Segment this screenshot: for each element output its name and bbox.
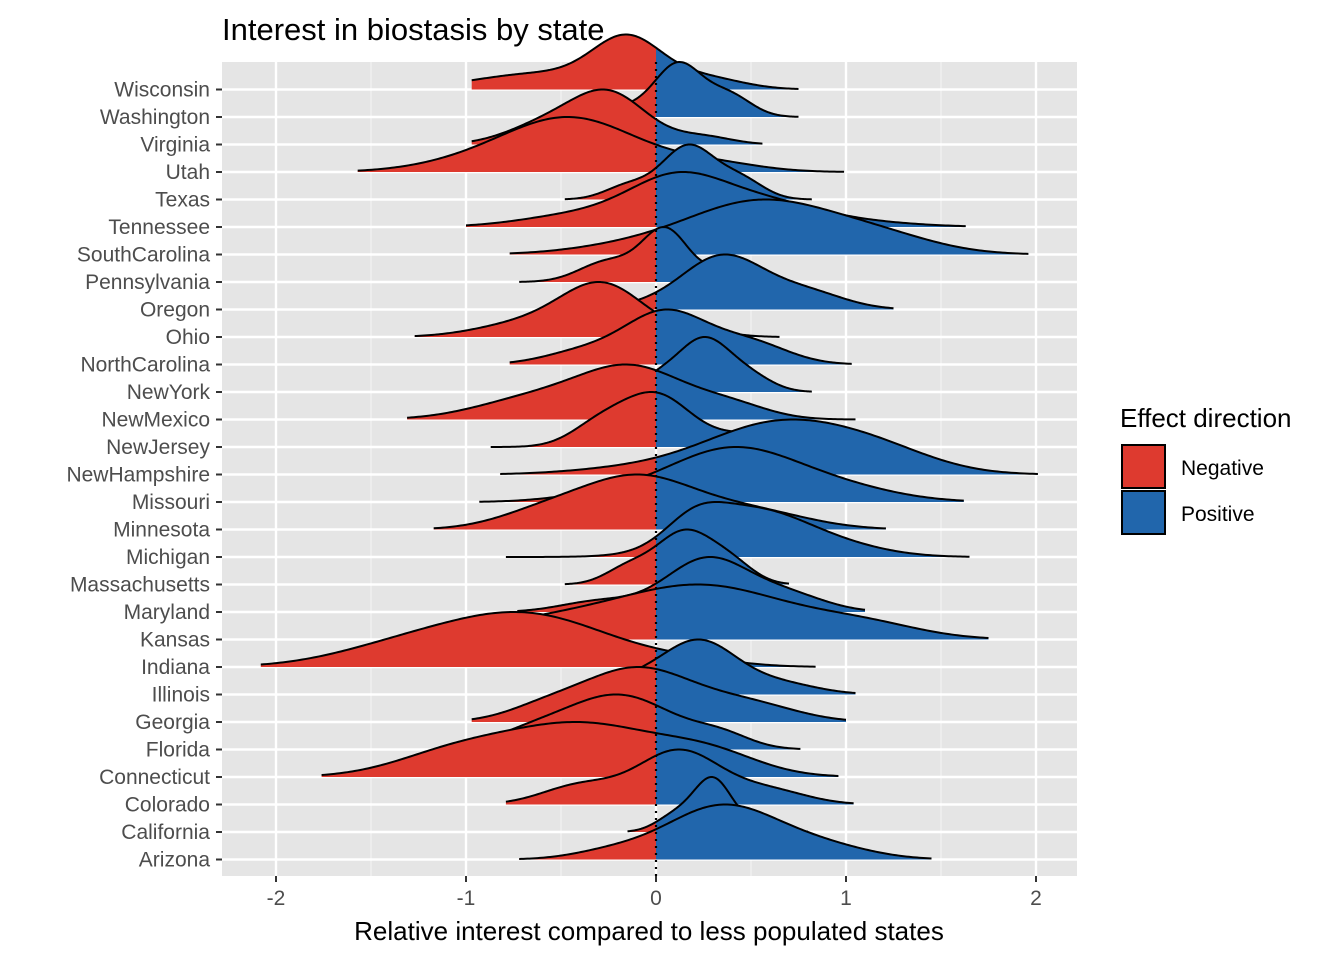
ridge-positive-fill [656, 199, 1029, 255]
ridge-positive-fill [656, 62, 799, 117]
ridge-negative-fill [414, 282, 656, 337]
ridge-outline [509, 198, 1029, 255]
y-tick-label: Utah [166, 161, 210, 184]
ridge-positive-fill [656, 668, 846, 722]
ridge-SouthCarolina [509, 198, 1029, 255]
ridge-outline [564, 528, 790, 586]
legend-key-positive [1121, 490, 1166, 535]
y-tick-label: Maryland [124, 601, 210, 624]
ridge-negative-fill [357, 117, 656, 172]
y-tick-label: Ohio [166, 326, 210, 349]
ridge-negative-fill [433, 474, 656, 530]
ridge-positive-fill [656, 584, 989, 640]
y-tick-label: Indiana [141, 656, 210, 679]
ridge-negative-fill [500, 457, 656, 475]
y-tick-label: NewJersey [106, 436, 210, 459]
ridge-outline [471, 88, 763, 145]
ridge-NewMexico [407, 363, 856, 421]
ridge-outline [517, 556, 866, 612]
y-axis: Wisconsin Washington Virginia Utah Texas Tenn… [66, 79, 222, 872]
x-tick-label: -2 [267, 887, 286, 910]
ridge-positive-fill [656, 119, 763, 145]
ridge-positive-fill [656, 639, 856, 695]
ridge-negative-fill [627, 821, 656, 832]
ridge-outline [564, 143, 812, 201]
y-tick-label: Illinois [152, 684, 210, 707]
y-tick-label: NewMexico [101, 409, 210, 432]
y-tick-label: Georgia [135, 711, 210, 734]
legend-label: Negative [1181, 457, 1264, 480]
ridge-outline [433, 473, 886, 530]
ridge-outline [407, 363, 856, 421]
legend: Effect direction Negative Positive [1120, 403, 1292, 535]
y-tick-label: Kansas [140, 629, 210, 652]
y-tick-label: Virginia [140, 134, 210, 157]
y-tick-label: Minnesota [113, 519, 210, 542]
ridge-negative-fill [321, 722, 656, 777]
ridge-positive-fill [656, 804, 932, 860]
density-ridges [260, 33, 1038, 860]
y-tick-label: Colorado [125, 794, 210, 817]
ridge-outline [505, 501, 970, 558]
ridge-positive-fill [656, 502, 970, 557]
ridge-negative-fill [519, 229, 656, 282]
x-tick-label: 2 [1030, 887, 1042, 910]
ridge-positive-fill [656, 337, 812, 392]
x-tick-label: 0 [650, 887, 662, 910]
ridge-Arizona [519, 803, 932, 860]
y-tick-label: NorthCarolina [80, 354, 210, 377]
ridge-positive-fill [656, 370, 856, 420]
ridge-negative-fill [471, 34, 656, 90]
ridge-negative-fill [564, 545, 656, 585]
legend-label: Positive [1181, 503, 1255, 526]
y-tick-label: Florida [146, 739, 211, 762]
legend-key-negative [1121, 444, 1166, 489]
y-tick-label: Wisconsin [114, 79, 210, 102]
y-tick-label: Pennsylvania [85, 271, 210, 294]
y-tick-label: Texas [155, 189, 210, 212]
ridge-negative-fill [519, 829, 656, 860]
ridge-outline [357, 116, 845, 173]
y-tick-label: Arizona [139, 849, 211, 872]
ridge-positive-fill [656, 705, 801, 750]
ridge-negative-fill [260, 612, 656, 667]
ridge-positive-fill [656, 447, 964, 502]
x-tick-label: -1 [457, 887, 476, 910]
ridge-outline [509, 308, 852, 365]
ridge-negative-fill [509, 310, 656, 365]
ridge-negative-fill [509, 229, 656, 255]
y-tick-label: Oregon [140, 299, 210, 322]
x-axis-label: Relative interest compared to less popul… [354, 916, 944, 946]
y-tick-label: Connecticut [99, 766, 210, 789]
ridge-positive-fill [656, 392, 843, 447]
ridge-outline [519, 803, 932, 860]
ridge-outline [465, 171, 966, 228]
ridge-negative-fill [466, 177, 656, 227]
y-tick-label: NewHampshire [66, 464, 210, 487]
ridge-outline [471, 33, 799, 90]
ridge-outline [471, 666, 847, 721]
y-tick-label: Missouri [132, 491, 210, 514]
ridge-outline [505, 748, 854, 805]
x-axis: -2 -1 0 1 2 [267, 876, 1042, 910]
y-tick-label: Washington [100, 106, 210, 129]
y-tick-label: NewYork [127, 381, 211, 404]
y-tick-label: Massachusetts [70, 574, 210, 597]
y-tick-label: California [121, 821, 210, 844]
ridge-negative-fill [505, 755, 656, 805]
ridge-positive-fill [656, 227, 789, 282]
chart-title: Interest in biostasis by state [222, 12, 605, 47]
ridge-outline [321, 721, 839, 777]
x-tick-label: 1 [840, 887, 852, 910]
y-tick-label: Tennessee [108, 216, 210, 239]
y-tick-label: Michigan [126, 546, 210, 569]
legend-title: Effect direction [1120, 403, 1292, 433]
y-tick-label: SouthCarolina [77, 244, 210, 267]
ridge-outline [500, 418, 1038, 475]
